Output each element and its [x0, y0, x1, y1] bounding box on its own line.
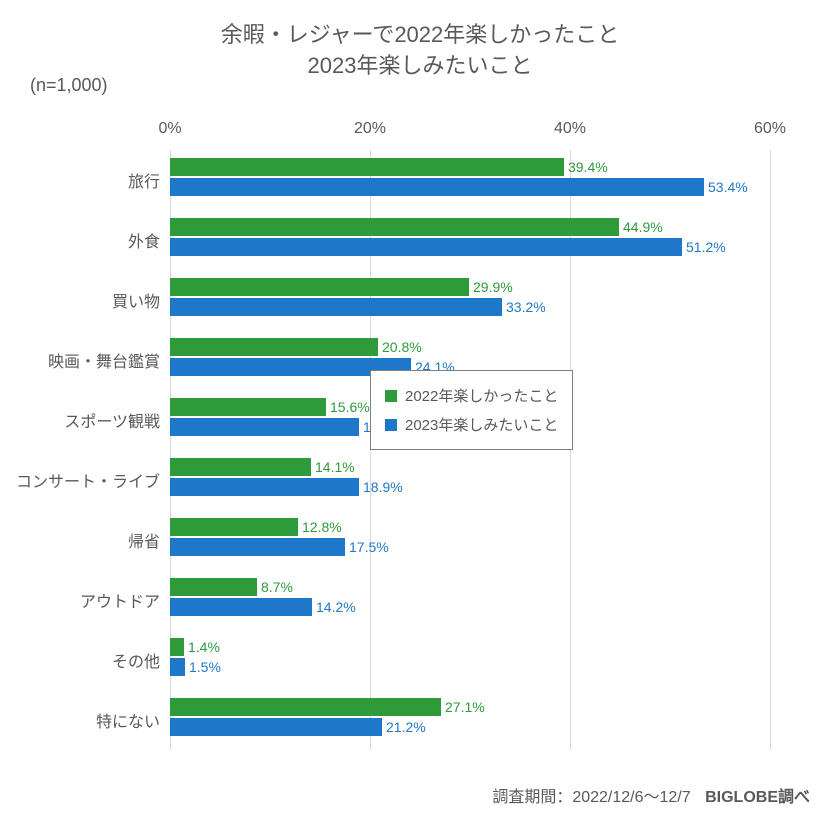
category-label: アウトドア — [80, 588, 170, 612]
category-row: 帰省12.8%17.5% — [170, 510, 770, 570]
legend: 2022年楽しかったこと 2023年楽しみたいこと — [370, 370, 573, 450]
gridline — [770, 150, 771, 750]
bar-series-a: 15.6% — [170, 398, 326, 416]
title-line-2: 2023年楽しみたいこと — [30, 51, 810, 82]
bar-series-a: 12.8% — [170, 518, 298, 536]
value-label-a: 14.1% — [311, 459, 355, 475]
bar-series-b: 1.5% — [170, 658, 185, 676]
legend-label: 2023年楽しみたいこと — [405, 414, 558, 435]
category-label: 帰省 — [128, 528, 170, 552]
category-row: 買い物29.9%33.2% — [170, 270, 770, 330]
legend-swatch — [385, 419, 397, 431]
category-row: コンサート・ライブ14.1%18.9% — [170, 450, 770, 510]
bar-series-b: 18.9% — [170, 478, 359, 496]
value-label-a: 12.8% — [298, 519, 342, 535]
category-label: 映画・舞台鑑賞 — [48, 348, 170, 372]
category-label: その他 — [112, 648, 170, 672]
value-label-a: 15.6% — [326, 399, 370, 415]
value-label-b: 51.2% — [682, 239, 726, 255]
value-label-a: 8.7% — [257, 579, 293, 595]
bar-series-b: 18.9% — [170, 418, 359, 436]
bar-series-b: 33.2% — [170, 298, 502, 316]
value-label-a: 39.4% — [564, 159, 608, 175]
survey-period: 調査期間：2022/12/6～12/7 — [492, 789, 690, 806]
category-label: 買い物 — [112, 288, 170, 312]
value-label-a: 20.8% — [378, 339, 422, 355]
chart-title: 余暇・レジャーで2022年楽しかったこと 2023年楽しみたいこと — [30, 20, 810, 82]
bar-series-a: 39.4% — [170, 158, 564, 176]
bar-series-a: 1.4% — [170, 638, 184, 656]
value-label-b: 53.4% — [704, 179, 748, 195]
category-label: 特にない — [96, 708, 170, 732]
bar-series-b: 21.2% — [170, 718, 382, 736]
bar-series-b: 17.5% — [170, 538, 345, 556]
category-row: 旅行39.4%53.4% — [170, 150, 770, 210]
category-row: 特にない27.1%21.2% — [170, 690, 770, 750]
category-label: 旅行 — [128, 168, 170, 192]
footer-note: 調査期間：2022/12/6～12/7 BIGLOBE調べ — [492, 783, 810, 807]
category-label: コンサート・ライブ — [16, 468, 170, 492]
legend-item: 2023年楽しみたいこと — [385, 410, 558, 439]
category-row: アウトドア8.7%14.2% — [170, 570, 770, 630]
x-tick-label: 0% — [158, 120, 181, 138]
bar-series-b: 14.2% — [170, 598, 312, 616]
bar-series-b: 53.4% — [170, 178, 704, 196]
bar-series-a: 8.7% — [170, 578, 257, 596]
x-tick-label: 60% — [754, 120, 786, 138]
bar-series-b: 51.2% — [170, 238, 682, 256]
source-brand: BIGLOBE調べ — [705, 789, 810, 806]
category-label: スポーツ観戦 — [64, 408, 170, 432]
chart-container: 余暇・レジャーで2022年楽しかったこと 2023年楽しみたいこと (n=1,0… — [0, 0, 840, 825]
value-label-a: 27.1% — [441, 699, 485, 715]
legend-label: 2022年楽しかったこと — [405, 385, 558, 406]
category-row: その他1.4%1.5% — [170, 630, 770, 690]
bar-series-a: 44.9% — [170, 218, 619, 236]
legend-item: 2022年楽しかったこと — [385, 381, 558, 410]
category-label: 外食 — [128, 228, 170, 252]
title-line-1: 余暇・レジャーで2022年楽しかったこと — [30, 20, 810, 51]
value-label-b: 33.2% — [502, 299, 546, 315]
bar-series-a: 20.8% — [170, 338, 378, 356]
value-label-b: 1.5% — [185, 659, 221, 675]
category-row: 外食44.9%51.2% — [170, 210, 770, 270]
bar-series-a: 29.9% — [170, 278, 469, 296]
sample-size-label: (n=1,000) — [30, 75, 108, 96]
x-tick-label: 20% — [354, 120, 386, 138]
value-label-a: 29.9% — [469, 279, 513, 295]
value-label-a: 1.4% — [184, 639, 220, 655]
value-label-a: 44.9% — [619, 219, 663, 235]
value-label-b: 17.5% — [345, 539, 389, 555]
bar-series-a: 14.1% — [170, 458, 311, 476]
value-label-b: 14.2% — [312, 599, 356, 615]
x-tick-label: 40% — [554, 120, 586, 138]
plot-area: 0%20%40%60%旅行39.4%53.4%外食44.9%51.2%買い物29… — [170, 150, 770, 750]
legend-swatch — [385, 390, 397, 402]
bar-series-a: 27.1% — [170, 698, 441, 716]
value-label-b: 21.2% — [382, 719, 426, 735]
value-label-b: 18.9% — [359, 479, 403, 495]
